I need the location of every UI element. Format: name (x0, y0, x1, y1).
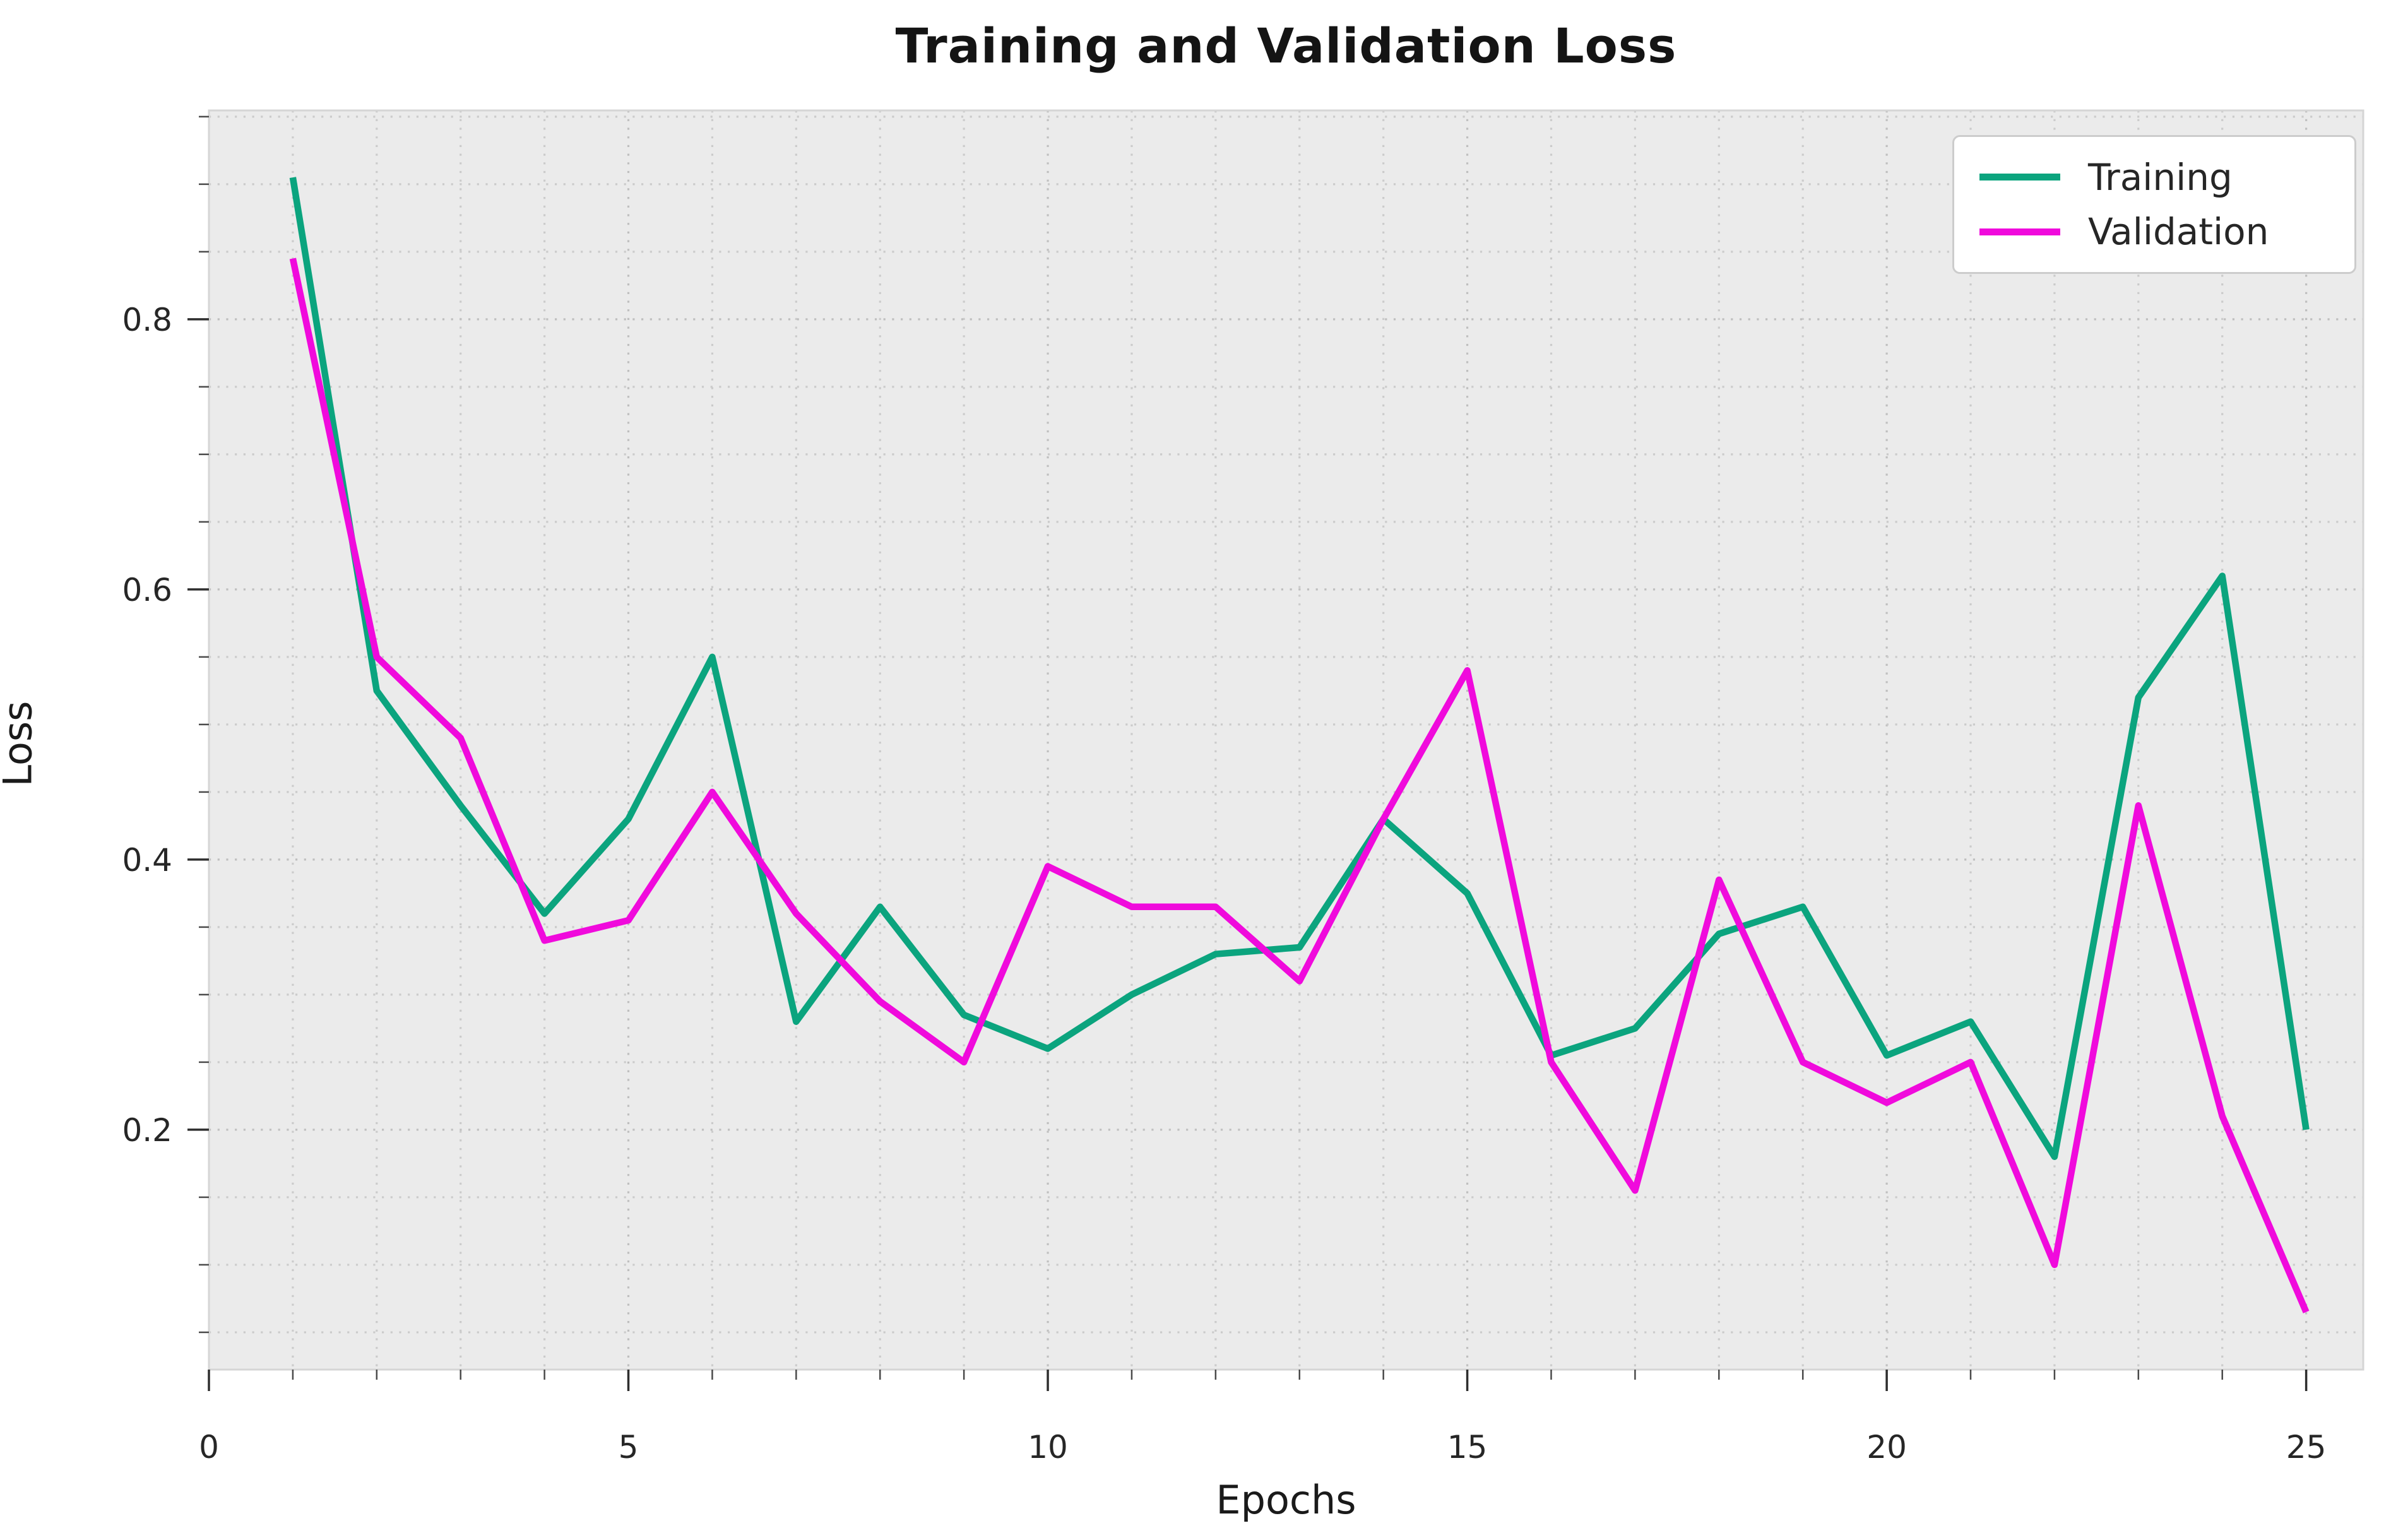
y-tick-label: 0.8 (122, 302, 172, 338)
x-axis-label: Epochs (1216, 1477, 1356, 1523)
x-tick-label: 5 (619, 1429, 639, 1466)
legend-label-validation: Validation (2088, 210, 2269, 254)
chart-title: Training and Validation Loss (895, 18, 1677, 74)
validation-line (289, 258, 2310, 1313)
x-tick-label: 20 (1866, 1429, 1907, 1466)
ticks: 0 5 10 15 20 25 0.2 0.4 0.6 0.8 (122, 116, 2327, 1466)
y-axis-label: Loss (0, 701, 41, 787)
y-tick-label: 0.2 (122, 1112, 172, 1149)
x-tick-label: 15 (1447, 1429, 1488, 1466)
training-line (289, 177, 2310, 1160)
y-tick-label: 0.4 (122, 842, 172, 879)
legend-item-training: Training (1979, 159, 2354, 196)
legend-item-validation: Validation (1979, 213, 2354, 250)
x-tick-label: 10 (1028, 1429, 1068, 1466)
axes-spines (208, 109, 2364, 1371)
x-tick-label: 0 (199, 1429, 219, 1466)
validation-line-swatch (1979, 228, 2060, 235)
plot-area (209, 110, 2363, 1370)
legend: Training Validation (1952, 135, 2356, 274)
y-tick-label: 0.6 (122, 572, 172, 608)
x-tick-label: 25 (2286, 1429, 2327, 1466)
legend-label-training: Training (2088, 155, 2233, 199)
training-line-swatch (1979, 174, 2060, 181)
